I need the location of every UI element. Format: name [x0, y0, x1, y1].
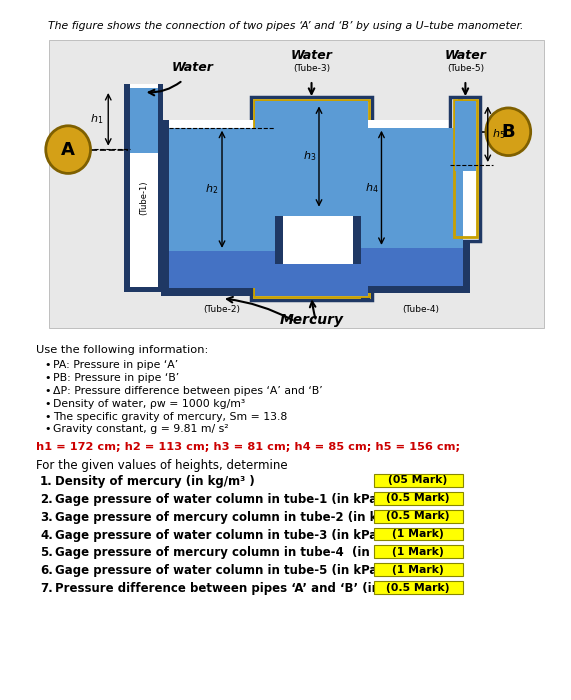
Text: (0.5 Mark): (0.5 Mark) — [386, 494, 449, 503]
Text: $h_1$: $h_1$ — [90, 113, 103, 126]
Text: Gage pressure of water column in tube-5 (in kPa ): Gage pressure of water column in tube-5 … — [55, 564, 387, 578]
Text: •: • — [44, 373, 50, 383]
Bar — [130, 88, 158, 153]
Text: 7.: 7. — [40, 582, 53, 595]
Bar — [353, 120, 361, 293]
Text: For the given values of heights, determine: For the given values of heights, determi… — [37, 459, 288, 472]
Bar — [162, 120, 169, 296]
Bar — [124, 286, 163, 293]
Bar — [374, 564, 463, 576]
Text: Density of water, ρw = 1000 kg/m³: Density of water, ρw = 1000 kg/m³ — [53, 398, 246, 409]
Bar — [458, 99, 463, 107]
Text: Density of mercury (in kg/m³ ): Density of mercury (in kg/m³ ) — [55, 475, 255, 488]
Text: (05 Mark): (05 Mark) — [388, 475, 448, 486]
Bar — [353, 286, 470, 293]
Text: Gage pressure of mercury column in tube-4  (in kPa ): Gage pressure of mercury column in tube-… — [55, 547, 408, 559]
Text: The specific gravity of mercury, Sm = 13.8: The specific gravity of mercury, Sm = 13… — [53, 412, 287, 421]
Text: (Tube-2): (Tube-2) — [203, 305, 240, 314]
Bar — [374, 581, 463, 594]
Bar — [255, 264, 368, 296]
Bar — [455, 102, 476, 171]
Text: 1.: 1. — [40, 475, 53, 488]
Text: •: • — [44, 360, 50, 370]
Text: (Tube-3): (Tube-3) — [293, 64, 330, 74]
Text: Pressure difference between pipes ‘A’ and ‘B’ (in kPa): Pressure difference between pipes ‘A’ an… — [55, 582, 413, 595]
Text: •: • — [44, 424, 50, 435]
Text: $h_2$: $h_2$ — [205, 183, 218, 196]
Bar — [162, 288, 283, 296]
Text: Gage pressure of water column in tube-1 (in kPa): Gage pressure of water column in tube-1 … — [55, 493, 383, 506]
Bar — [463, 120, 470, 293]
Text: Mercury: Mercury — [280, 314, 344, 328]
Bar — [275, 120, 283, 296]
Text: Water: Water — [291, 49, 332, 62]
Bar — [361, 128, 463, 248]
Bar — [158, 84, 163, 293]
Bar — [124, 84, 130, 293]
Text: Water: Water — [171, 61, 213, 74]
Bar — [169, 251, 275, 288]
Text: (1 Mark): (1 Mark) — [392, 547, 444, 557]
Bar — [374, 474, 463, 487]
Text: (Tube-5): (Tube-5) — [447, 64, 484, 74]
Bar — [169, 120, 275, 288]
Text: h1 = 172 cm; h2 = 113 cm; h3 = 81 cm; h4 = 85 cm; h5 = 156 cm;: h1 = 172 cm; h2 = 113 cm; h3 = 81 cm; h4… — [37, 442, 461, 452]
Bar — [451, 97, 480, 241]
Text: •: • — [44, 386, 50, 396]
Circle shape — [46, 126, 91, 174]
Text: Water: Water — [444, 49, 486, 62]
Bar — [361, 248, 463, 286]
Text: (0.5 Mark): (0.5 Mark) — [386, 582, 449, 593]
Text: 3.: 3. — [40, 511, 53, 524]
Text: (Tube-4): (Tube-4) — [402, 305, 439, 314]
Text: $h_5$: $h_5$ — [492, 127, 505, 141]
Bar — [374, 545, 463, 559]
Bar — [361, 120, 463, 286]
Bar — [130, 84, 158, 286]
Text: (1 Mark): (1 Mark) — [392, 529, 444, 539]
Bar — [259, 288, 275, 296]
Bar — [374, 528, 463, 540]
Text: ΔP: Pressure difference between pipes ‘A’ and ‘B’: ΔP: Pressure difference between pipes ‘A… — [53, 386, 323, 396]
Text: $h_4$: $h_4$ — [365, 181, 379, 195]
Text: (Tube-1): (Tube-1) — [139, 181, 148, 216]
Text: Gage pressure of water column in tube-3 (in kPa ): Gage pressure of water column in tube-3 … — [55, 528, 387, 542]
Bar — [374, 492, 463, 505]
Bar — [254, 101, 369, 297]
Bar — [50, 41, 544, 328]
Text: PB: Pressure in pipe ‘B’: PB: Pressure in pipe ‘B’ — [53, 373, 179, 383]
Text: B: B — [501, 122, 515, 141]
Text: 2.: 2. — [40, 493, 53, 506]
Text: Gravity constant, g = 9.81 m/ s²: Gravity constant, g = 9.81 m/ s² — [53, 424, 229, 435]
Bar — [255, 102, 368, 216]
Text: The figure shows the connection of two pipes ‘A’ and ‘B’ by using a U–tube manom: The figure shows the connection of two p… — [47, 20, 523, 31]
Bar — [454, 101, 477, 237]
Bar — [169, 128, 275, 251]
Text: 4.: 4. — [40, 528, 53, 542]
Text: (1 Mark): (1 Mark) — [392, 565, 444, 575]
Bar — [251, 97, 372, 300]
Text: •: • — [44, 398, 50, 409]
Text: 5.: 5. — [40, 547, 53, 559]
Text: •: • — [44, 412, 50, 421]
Text: (0.5 Mark): (0.5 Mark) — [386, 511, 449, 522]
Text: $h_3$: $h_3$ — [303, 150, 316, 163]
Text: Gage pressure of mercury column in tube-2 (in kPa): Gage pressure of mercury column in tube-… — [55, 511, 399, 524]
Bar — [361, 298, 370, 302]
Circle shape — [486, 108, 530, 155]
Text: A: A — [61, 141, 75, 159]
Text: 6.: 6. — [40, 564, 53, 578]
Bar — [374, 510, 463, 523]
Text: Use the following information:: Use the following information: — [37, 345, 209, 355]
Text: PA: Pressure in pipe ‘A’: PA: Pressure in pipe ‘A’ — [53, 360, 179, 370]
